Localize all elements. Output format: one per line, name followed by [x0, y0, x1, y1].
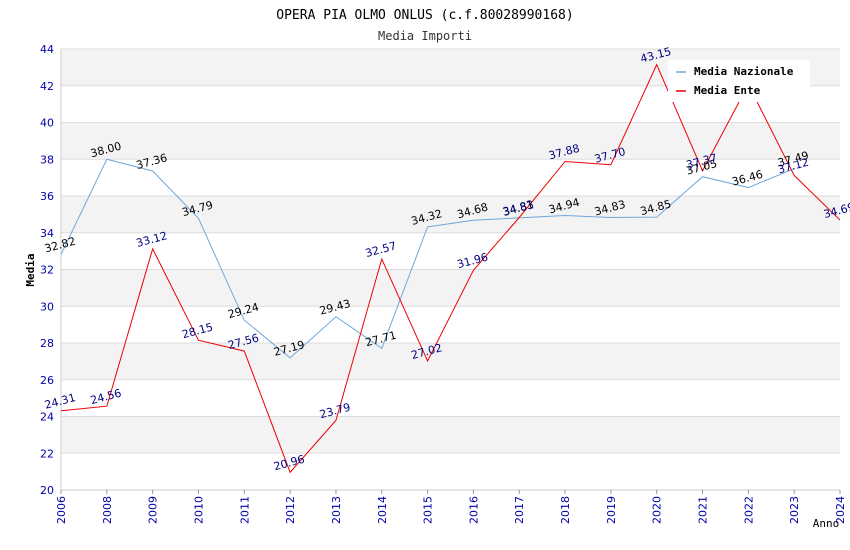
grid-band [61, 269, 840, 307]
y-tick-label: 22 [40, 447, 54, 460]
y-tick-label: 44 [40, 43, 54, 56]
grid-bands [61, 49, 840, 454]
y-tick-label: 28 [40, 337, 54, 350]
x-tick-label: 2020 [651, 496, 664, 524]
x-tick-label: 2023 [788, 496, 801, 524]
x-tick-label: 2008 [101, 496, 114, 524]
data-label-media-ente: 24.56 [89, 386, 123, 407]
x-axis-label: Anno [813, 517, 840, 530]
x-tick-label: 2019 [605, 496, 618, 524]
y-tick-label: 26 [40, 374, 54, 387]
series-lines [60, 63, 841, 474]
legend-label-media-ente: Media Ente [694, 84, 761, 97]
y-tick-label: 24 [40, 411, 54, 424]
grid-band [61, 416, 840, 454]
y-tick-label: 38 [40, 153, 54, 166]
axes [60, 49, 840, 491]
grid-band [61, 122, 840, 160]
y-tick-label: 20 [40, 484, 54, 497]
x-tick-labels: 2006 2008 2009 2010 2011 2012 2013 2014 2015 2016… [55, 490, 847, 524]
x-tick-label: 2006 [55, 496, 68, 524]
legend-label-media-nazionale: Media Nazionale [694, 65, 794, 78]
y-tick-label: 30 [40, 300, 54, 313]
x-tick-label: 2013 [330, 496, 343, 524]
grid-band [61, 196, 840, 233]
data-label-media-ente: 24.31 [43, 391, 77, 412]
y-tick-label: 40 [40, 117, 54, 130]
y-tick-label: 36 [40, 190, 54, 203]
series-line-media-ente [60, 63, 841, 474]
x-tick-label: 2021 [697, 496, 710, 524]
data-label-media-ente: 31.96 [456, 250, 490, 271]
x-tick-label: 2009 [147, 496, 160, 524]
x-tick-label: 2024 [834, 496, 847, 524]
data-label-media-nazionale: 36.46 [731, 168, 765, 189]
legend: Media Nazionale Media Ente [668, 60, 810, 102]
y-tick-label: 34 [40, 227, 54, 240]
x-tick-label: 2015 [422, 496, 435, 524]
x-tick-label: 2010 [192, 496, 205, 524]
x-tick-label: 2017 [513, 496, 526, 524]
y-tick-label: 32 [40, 264, 54, 277]
x-tick-label: 2018 [559, 496, 572, 524]
x-tick-label: 2016 [467, 496, 480, 524]
x-tick-label: 2011 [238, 496, 251, 524]
legend-box [668, 60, 810, 102]
chart-subtitle: Media Importi [378, 29, 472, 43]
series-line-media-nazionale [60, 158, 795, 359]
y-tick-label: 42 [40, 80, 54, 93]
grid-band [61, 343, 840, 380]
x-tick-label: 2012 [284, 496, 297, 524]
x-tick-label: 2014 [376, 496, 389, 524]
data-labels: 32.8238.0037.3634.7929.2427.1929.4327.71… [43, 45, 850, 473]
x-tick-label: 2022 [742, 496, 755, 524]
data-label-media-ente: 32.57 [364, 239, 398, 260]
y-tick-labels: 20 22 24 26 28 30 32 34 36 38 40 42 44 [40, 43, 54, 497]
y-axis-label: Media [24, 253, 37, 286]
chart-title: OPERA PIA OLMO ONLUS (c.f.80028990168) [276, 8, 573, 23]
